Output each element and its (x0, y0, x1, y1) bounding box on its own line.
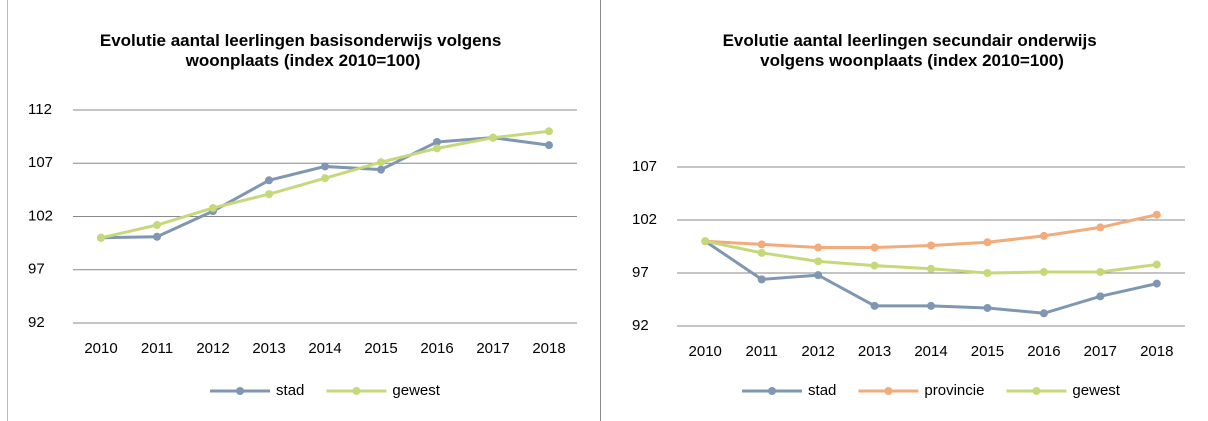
x-tick-label: 2017 (1084, 343, 1117, 360)
data-point (321, 162, 329, 171)
data-point (1039, 231, 1048, 240)
chart-title: Evolutie aantal leerlingen secundair ond… (723, 31, 1102, 70)
y-tick-label: 97 (632, 264, 649, 281)
data-point (377, 158, 385, 167)
data-point (1096, 267, 1105, 276)
data-point (1039, 267, 1048, 276)
data-point (489, 133, 497, 142)
x-tick-label: 2016 (1027, 343, 1060, 360)
data-point (870, 243, 879, 252)
y-tick-label: 102 (632, 211, 657, 228)
data-point (870, 261, 879, 270)
x-tick-label: 2018 (532, 340, 565, 357)
series-line (100, 129, 550, 240)
x-tick-label: 2017 (476, 340, 509, 357)
x-tick-label: 2018 (1140, 343, 1173, 360)
data-point (814, 243, 823, 252)
data-point (927, 301, 935, 310)
legend-label: stad (276, 382, 304, 399)
y-tick-label: 107 (28, 154, 53, 171)
y-tick-label: 97 (28, 261, 45, 278)
legend-marker (884, 387, 893, 395)
x-tick-label: 2012 (801, 343, 834, 360)
x-tick-label: 2016 (420, 340, 453, 357)
y-tick-label: 92 (28, 314, 45, 331)
y-tick-label: 107 (632, 158, 657, 175)
data-point (814, 257, 823, 266)
data-point (433, 144, 441, 153)
data-point (1096, 223, 1105, 232)
data-point (153, 221, 161, 230)
data-point (983, 269, 992, 277)
legend-marker (768, 387, 777, 395)
legend-label: stad (808, 382, 836, 399)
data-point (757, 240, 766, 249)
data-point (1152, 279, 1161, 288)
x-tick-label: 2011 (746, 343, 778, 360)
x-tick-label: 2014 (914, 343, 947, 360)
data-point (433, 137, 441, 146)
x-tick-label: 2013 (252, 340, 285, 357)
legend-label: provincie (924, 382, 984, 399)
legend-marker (236, 387, 245, 395)
x-tick-label: 2015 (971, 343, 1004, 360)
data-point (1152, 210, 1161, 219)
data-point (927, 264, 935, 273)
y-tick-label: 112 (28, 101, 52, 118)
legend-marker (1032, 387, 1041, 395)
x-tick-label: 2010 (689, 343, 722, 360)
data-point (757, 248, 766, 257)
data-point (1096, 292, 1105, 301)
legend-marker (352, 387, 361, 395)
data-point (97, 233, 105, 242)
y-tick-label: 102 (28, 207, 53, 224)
data-point (1039, 309, 1048, 318)
data-point (757, 275, 766, 284)
chart-title: Evolutie aantal leerlingen basisonderwij… (100, 31, 506, 70)
x-tick-label: 2015 (364, 340, 397, 357)
data-point (153, 232, 161, 241)
data-point (1152, 260, 1161, 269)
data-point (209, 203, 217, 212)
x-tick-label: 2011 (141, 340, 173, 357)
x-tick-label: 2012 (196, 340, 229, 357)
data-point (321, 174, 329, 183)
data-point (265, 176, 273, 185)
data-point (377, 165, 385, 174)
data-point (265, 190, 273, 199)
legend-label: gewest (392, 382, 440, 399)
y-tick-label: 92 (632, 317, 649, 334)
data-point (983, 238, 992, 247)
data-point (927, 241, 935, 250)
data-point (814, 271, 823, 280)
data-point (545, 127, 553, 136)
data-point (983, 303, 992, 312)
data-point (870, 301, 879, 310)
x-tick-label: 2013 (858, 343, 891, 360)
x-tick-label: 2014 (308, 340, 341, 357)
data-point (701, 237, 710, 246)
x-tick-label: 2010 (84, 340, 117, 357)
legend-label: gewest (1072, 382, 1120, 399)
data-point (545, 141, 553, 150)
